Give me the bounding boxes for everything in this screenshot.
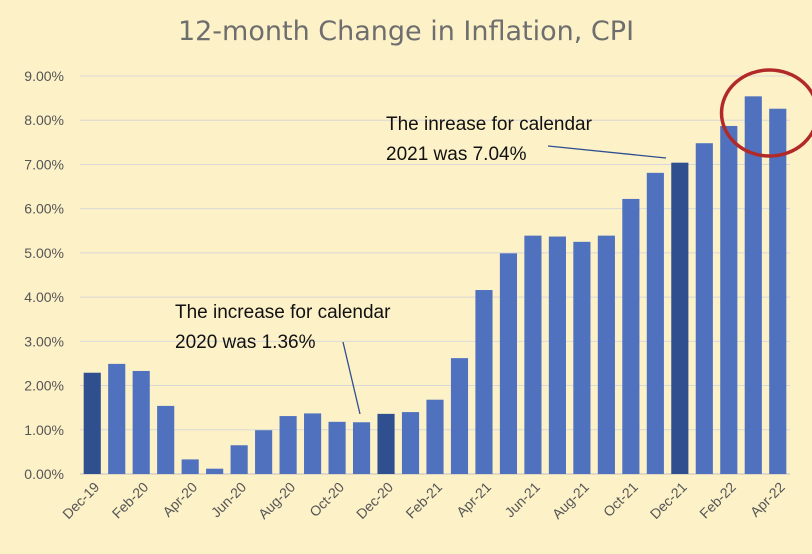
bar-oct-21 xyxy=(622,198,640,474)
bar-jan-22 xyxy=(695,143,713,474)
bar-dec-19 xyxy=(83,372,101,474)
annotation-text: The inrease for calendar xyxy=(386,114,593,135)
bar-aug-20 xyxy=(279,416,297,474)
bar-oct-20 xyxy=(328,421,346,474)
annotation-text: The increase for calendar xyxy=(175,302,391,323)
bar-apr-22 xyxy=(769,108,787,475)
bar-nov-20 xyxy=(352,422,371,474)
x-tick-label: Aug-20 xyxy=(255,479,298,522)
bar-jul-20 xyxy=(255,430,273,474)
y-tick-label: 0.00% xyxy=(24,466,64,482)
x-tick-label: Feb-22 xyxy=(696,479,739,522)
bar-may-20 xyxy=(206,468,224,474)
y-tick-label: 8.00% xyxy=(24,112,64,128)
x-tick-label: Apr-22 xyxy=(747,479,788,520)
bar-may-21 xyxy=(499,253,518,474)
bar-apr-21 xyxy=(475,290,493,474)
x-tick-label: Dec-21 xyxy=(647,479,690,522)
y-tick-label: 9.00% xyxy=(24,68,64,84)
y-tick-label: 6.00% xyxy=(24,201,64,217)
x-tick-label: Jun-21 xyxy=(501,479,543,521)
bar-feb-21 xyxy=(426,399,444,474)
bar-mar-21 xyxy=(450,358,469,474)
y-tick-label: 7.00% xyxy=(24,156,64,172)
bar-dec-20 xyxy=(377,413,395,474)
annotation-leader-line xyxy=(342,341,361,415)
x-tick-label: Feb-20 xyxy=(109,479,152,522)
annotation-leader-line xyxy=(547,145,667,159)
x-tick-label: Dec-19 xyxy=(59,479,102,522)
bar-jan-21 xyxy=(401,412,420,474)
annotation-text: 2020 was 1.36% xyxy=(175,332,316,353)
annotation-text: 2021 was 7.04% xyxy=(386,144,527,165)
bar-jun-20 xyxy=(230,445,248,474)
x-tick-label: Aug-21 xyxy=(549,479,592,522)
y-tick-label: 5.00% xyxy=(24,245,64,261)
y-tick-label: 1.00% xyxy=(24,422,64,438)
x-tick-label: Feb-21 xyxy=(402,479,445,522)
bar-apr-20 xyxy=(181,459,199,474)
bar-feb-20 xyxy=(132,370,150,474)
y-tick-label: 4.00% xyxy=(24,289,64,305)
bar-aug-21 xyxy=(573,241,591,474)
x-tick-label: Jun-20 xyxy=(208,479,250,521)
bar-dec-21 xyxy=(671,162,689,475)
x-tick-label: Apr-20 xyxy=(159,479,200,520)
x-tick-label: Oct-21 xyxy=(600,479,641,520)
bar-sep-21 xyxy=(597,235,615,474)
x-tick-label: Oct-20 xyxy=(306,479,347,520)
highlight-circle xyxy=(719,68,812,158)
x-tick-label: Apr-21 xyxy=(453,479,494,520)
bar-jun-21 xyxy=(524,235,542,474)
bar-nov-21 xyxy=(646,172,664,474)
bar-mar-20 xyxy=(157,405,175,474)
bar-sep-20 xyxy=(304,413,322,474)
bar-jul-21 xyxy=(548,236,566,474)
y-tick-label: 3.00% xyxy=(24,333,64,349)
x-tick-label: Dec-20 xyxy=(353,479,396,522)
bar-mar-22 xyxy=(744,96,762,474)
chart-title: 12-month Change in Inflation, CPI xyxy=(177,16,635,47)
bar-feb-22 xyxy=(720,125,738,475)
y-tick-label: 2.00% xyxy=(24,378,64,394)
bar-jan-20 xyxy=(108,363,126,474)
